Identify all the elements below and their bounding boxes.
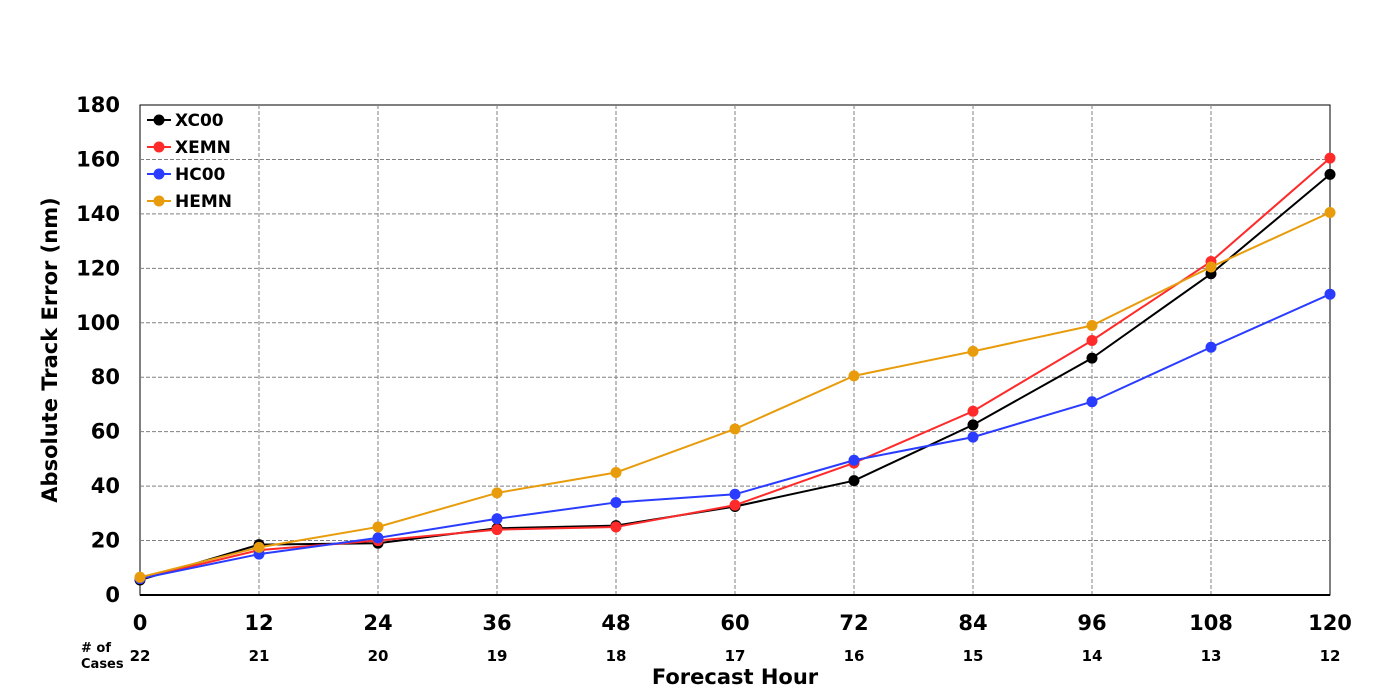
data-point-xc00	[1324, 168, 1336, 180]
data-point-xc00	[848, 475, 860, 487]
data-point-hemn	[610, 467, 622, 478]
grid-lines	[139, 104, 1331, 596]
axes: 0 20 40 60 80 100 120 140 160 180 0 22 12 21 24 20 36 19 4…	[76, 93, 1352, 665]
legend-marker-hemn	[153, 195, 165, 207]
data-point-xemn	[967, 405, 979, 417]
data-point-hc00	[1086, 396, 1098, 408]
legend: XC00 XEMN HC00 HEMN	[147, 111, 232, 212]
case-count: 20	[368, 647, 389, 665]
y-axis-title: Absolute Track Error (nm)	[38, 197, 62, 502]
case-count: 18	[606, 647, 627, 665]
x-tick-label: 84	[958, 611, 987, 635]
y-tick-label: 60	[91, 420, 120, 444]
data-point-xc00	[967, 419, 979, 431]
data-point-xemn	[610, 521, 622, 533]
legend-label-hemn: HEMN	[175, 192, 232, 212]
legend-label-xc00: XC00	[175, 111, 224, 131]
legend-label-xemn: XEMN	[175, 138, 231, 158]
data-point-hemn	[1086, 320, 1098, 331]
x-tick-label: 96	[1077, 611, 1106, 635]
x-tick-label: 72	[839, 611, 868, 635]
y-tick-label: 100	[76, 311, 120, 335]
x-tick-label: 120	[1308, 611, 1352, 635]
legend-label-hc00: HC00	[175, 165, 226, 185]
legend-marker-hc00	[153, 168, 165, 180]
x-tick-label: 24	[363, 611, 392, 635]
data-point-hc00	[1324, 288, 1336, 300]
case-count: 17	[725, 647, 746, 665]
data-point-hemn	[134, 571, 146, 583]
data-point-xemn	[1086, 334, 1098, 346]
x-axis-title: Forecast Hour	[652, 665, 819, 689]
y-tick-label: 80	[91, 365, 120, 389]
data-point-hc00	[729, 488, 741, 500]
data-point-hc00	[848, 454, 860, 466]
legend-marker-xemn	[153, 141, 165, 153]
data-point-hemn	[848, 370, 860, 382]
data-point-hc00	[610, 496, 622, 508]
data-point-hemn	[1205, 261, 1217, 273]
data-point-xemn	[491, 524, 503, 536]
data-point-hemn	[967, 345, 979, 357]
x-tick-label: 108	[1189, 611, 1233, 635]
data-point-xemn	[729, 499, 741, 511]
y-tick-label: 40	[91, 474, 120, 498]
legend-marker-xc00	[153, 114, 165, 126]
case-count: 13	[1201, 647, 1222, 665]
cases-label-line1: # of	[81, 641, 111, 656]
data-point-hemn	[1324, 207, 1336, 219]
data-point-hemn	[491, 487, 503, 499]
y-tick-label: 20	[91, 529, 120, 553]
case-count: 15	[963, 647, 984, 665]
data-point-hc00	[372, 532, 384, 544]
data-point-xc00	[1086, 352, 1098, 364]
x-tick-label: 60	[720, 611, 749, 635]
case-count: 21	[249, 647, 270, 665]
y-tick-label: 140	[76, 202, 120, 226]
data-point-hc00	[491, 513, 503, 525]
cases-label-line2: Cases	[81, 657, 124, 672]
case-count: 22	[130, 647, 151, 665]
y-tick-label: 0	[105, 583, 120, 607]
case-count: 12	[1320, 647, 1341, 665]
y-tick-label: 160	[76, 147, 120, 171]
case-count: 16	[844, 647, 865, 665]
data-point-hemn	[253, 541, 265, 553]
x-tick-label: 12	[244, 611, 273, 635]
y-tick-label: 120	[76, 256, 120, 280]
data-point-xemn	[1324, 152, 1336, 164]
data-point-hemn	[729, 423, 741, 435]
series-layer	[134, 152, 1336, 586]
x-tick-label: 36	[482, 611, 511, 635]
x-tick-label: 48	[601, 611, 630, 635]
y-tick-label: 180	[76, 93, 120, 117]
case-count: 14	[1082, 647, 1103, 665]
data-point-hemn	[372, 521, 384, 533]
case-count: 19	[487, 647, 508, 665]
x-tick-label: 0	[133, 611, 148, 635]
data-point-hc00	[1205, 341, 1217, 353]
data-point-hc00	[967, 431, 979, 443]
